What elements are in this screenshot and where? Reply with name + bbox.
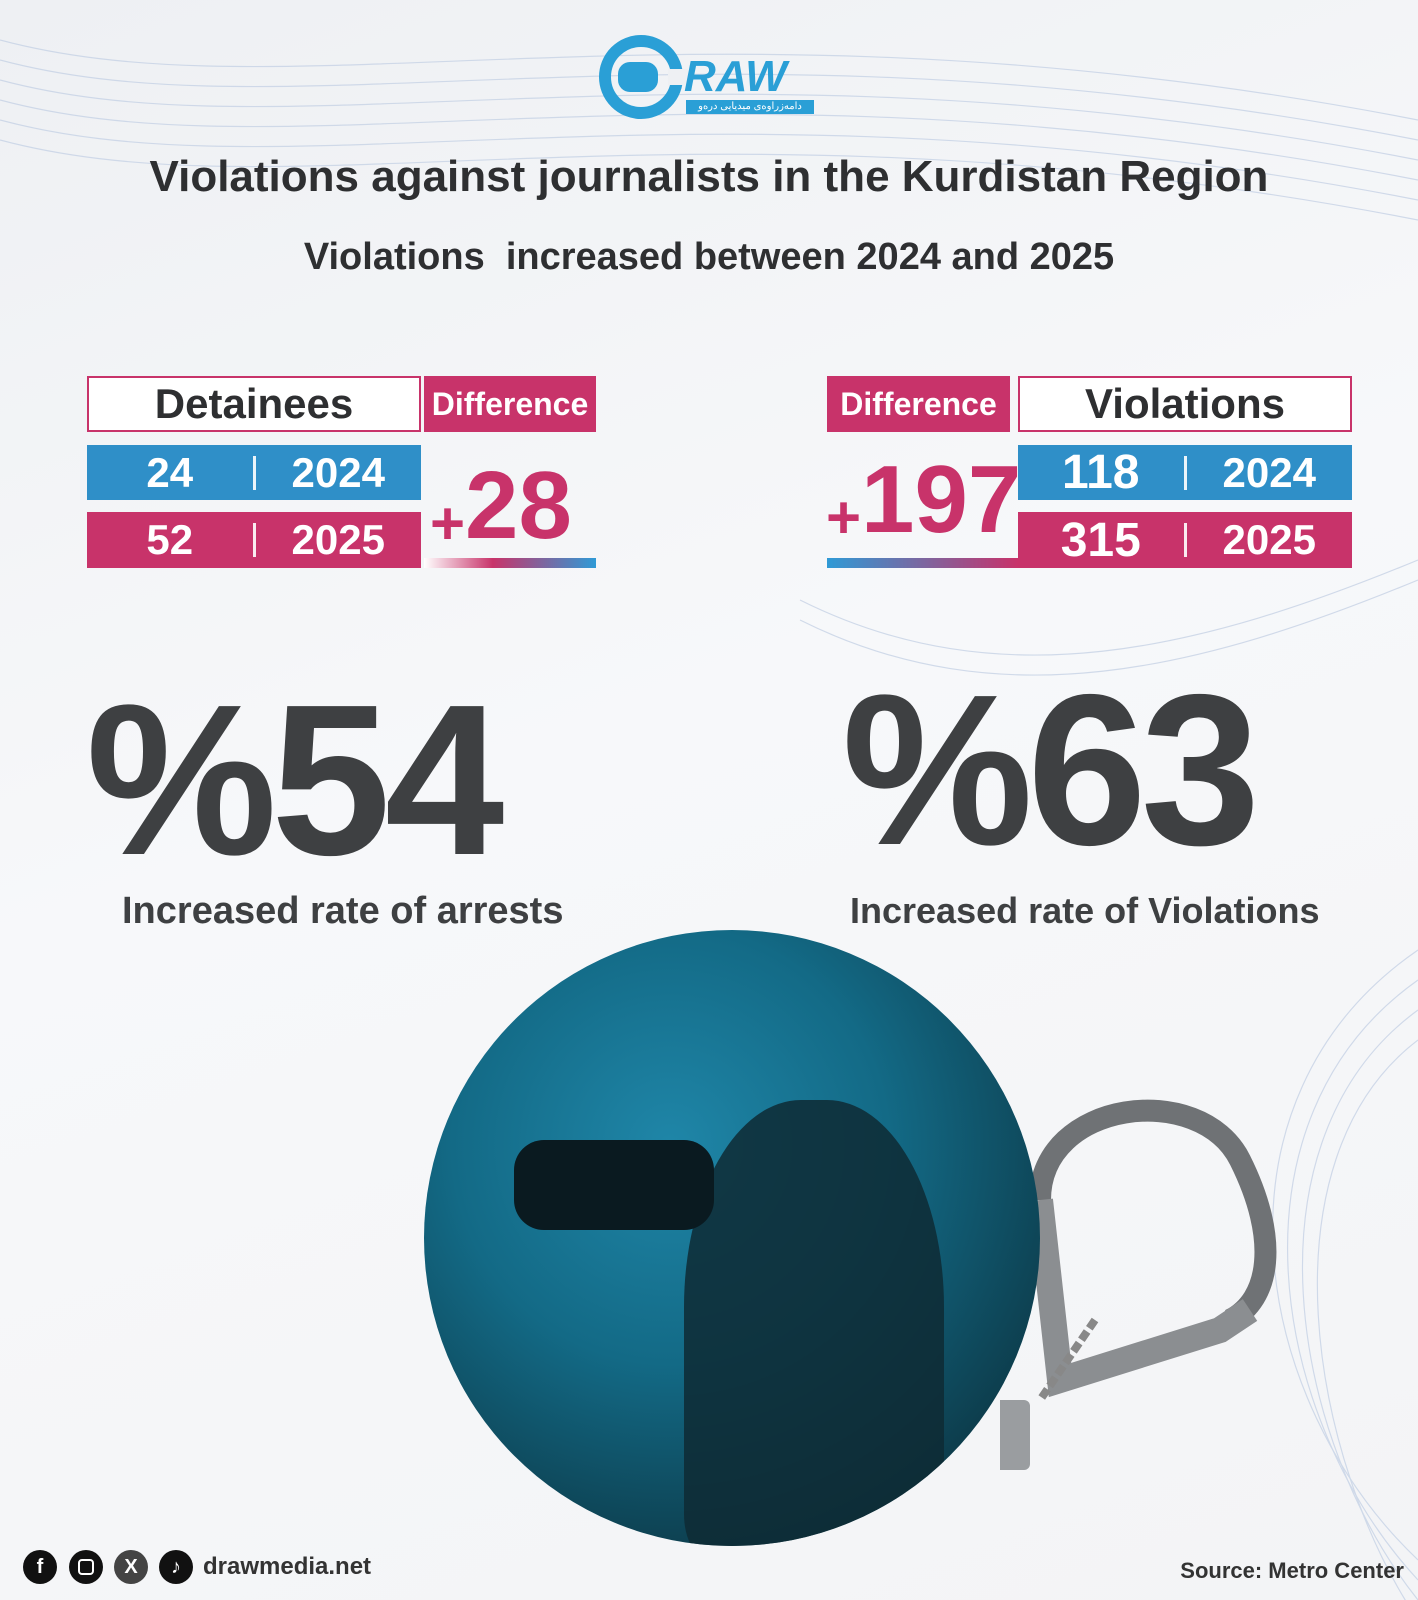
arrests-caption: Increased rate of arrests	[122, 890, 564, 932]
detainees-value-2024: 24	[146, 448, 194, 496]
photographer-silhouette	[684, 1100, 944, 1546]
divider	[1183, 523, 1187, 557]
logo-d-mark	[599, 35, 688, 119]
underline	[827, 558, 1018, 568]
divider	[252, 455, 256, 490]
plus-sign: +	[826, 484, 862, 551]
violations-value-2025: 315	[1060, 513, 1141, 567]
year-2025: 2025	[1222, 516, 1316, 563]
violations-difference: + 197	[826, 452, 1021, 548]
arrests-percent: %54	[86, 659, 504, 900]
x-icon[interactable]: X	[114, 1550, 148, 1584]
page-subtitle: Violations increased between 2024 and 20…	[303, 236, 1115, 278]
website-link[interactable]: drawmedia.net	[203, 1553, 372, 1580]
logo: RAW دامەزراوەی میدیایی درەو	[598, 34, 823, 120]
detainees-label: Detainees	[87, 376, 421, 432]
detainees-difference: + 28	[430, 458, 572, 554]
violations-label: Violations	[1018, 376, 1352, 432]
camera-silhouette	[514, 1140, 714, 1230]
violations-difference-label: Difference	[827, 376, 1010, 432]
violations-row-2025: 315 2025	[1018, 512, 1352, 568]
violations-caption: Increased rate of Violations	[850, 890, 1320, 931]
instagram-icon[interactable]	[69, 1550, 103, 1584]
plus-sign: +	[430, 490, 466, 557]
journalist-photo	[424, 930, 1040, 1546]
violations-difference-value: 197	[861, 446, 1022, 553]
detainees-row-2025: 52 2025	[87, 512, 421, 568]
source-text: Source: Metro Center	[1180, 1558, 1404, 1583]
handcuffs-image	[1000, 1099, 1277, 1470]
detainees-difference-value: 28	[465, 452, 572, 559]
detainees-row-2024: 24 2024	[87, 445, 421, 500]
violations-value-2024: 118	[1062, 446, 1140, 499]
logo-subtitle: دامەزراوەی میدیایی درەو	[686, 100, 814, 114]
underline	[424, 558, 596, 568]
logo-text: RAW	[684, 52, 787, 101]
detainees-value-2025: 52	[146, 516, 194, 563]
tiktok-icon[interactable]: ♪	[159, 1550, 193, 1584]
year-2024: 2024	[291, 448, 385, 496]
detainees-difference-label: Difference	[424, 376, 596, 432]
year-2024: 2024	[1222, 448, 1316, 496]
violations-percent: %63	[842, 649, 1260, 890]
divider	[1183, 455, 1187, 490]
year-2025: 2025	[291, 516, 385, 563]
violations-row-2024: 118 2024	[1018, 445, 1352, 500]
page-title: Violations against journalists in the Ku…	[149, 152, 1269, 201]
divider	[252, 523, 256, 557]
facebook-icon[interactable]: f	[23, 1550, 57, 1584]
